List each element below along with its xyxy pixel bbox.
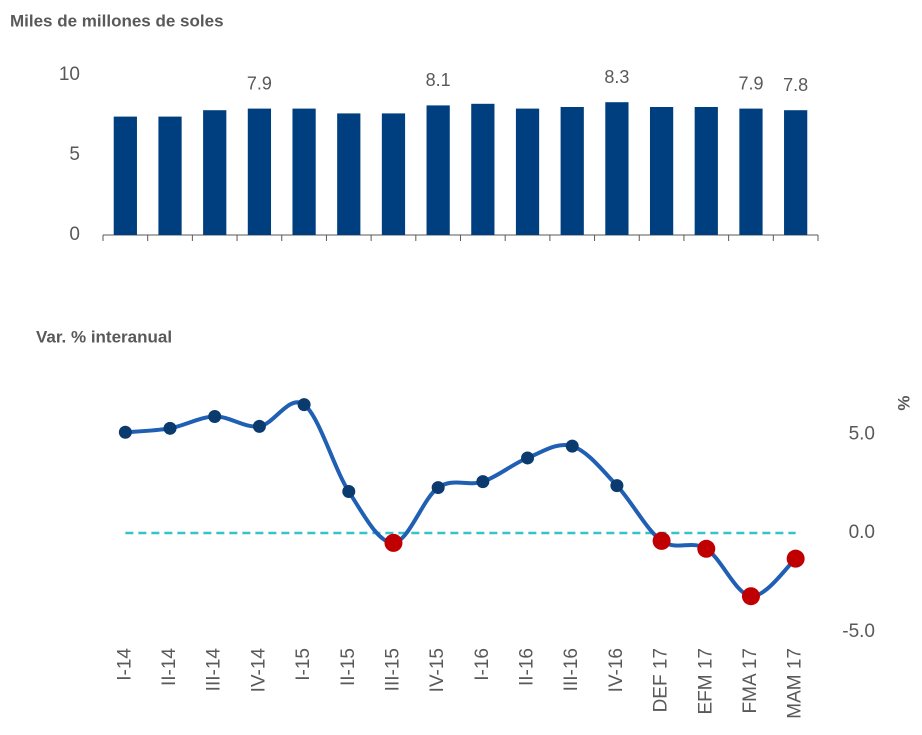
y2-tick-label: -5.0 (842, 621, 875, 642)
point (384, 533, 403, 552)
point (610, 479, 624, 493)
x-tick-label: II-16 (517, 648, 538, 686)
value-label: 8.1 (426, 70, 451, 90)
bar (381, 113, 406, 235)
bar (739, 108, 763, 235)
point (741, 587, 760, 606)
point (565, 439, 579, 453)
x-tick-label: I-16 (472, 648, 493, 681)
bar (203, 110, 227, 235)
x-tick-label: IV-15 (427, 648, 448, 692)
x-tick-label: MAM 17 (785, 648, 806, 719)
x-tick-label: DEF 17 (651, 648, 672, 712)
point (697, 539, 716, 558)
bar (247, 108, 272, 235)
line-subtitle: Var. % interanual (36, 327, 172, 346)
point (163, 421, 177, 435)
point (208, 409, 222, 423)
bar (784, 110, 808, 235)
x-tick-label: II-14 (159, 648, 180, 686)
bar (471, 103, 495, 235)
x-tick-label: IV-14 (248, 648, 269, 693)
bar (337, 113, 361, 235)
y2-tick-label: 0.0 (849, 522, 875, 543)
bar (292, 108, 316, 235)
point (431, 481, 445, 495)
x-tick-label: IV-16 (606, 648, 627, 692)
point (297, 398, 311, 412)
x-tick-label: I-15 (293, 648, 314, 681)
y-tick-label: 10 (59, 64, 80, 85)
point (118, 425, 132, 439)
x-tick-label: III-15 (382, 648, 403, 691)
point (521, 451, 535, 465)
value-label: 7.8 (783, 75, 808, 95)
y-axis-label: % (894, 395, 913, 410)
bar (560, 107, 584, 235)
y2-tick-label: 5.0 (849, 423, 875, 444)
line (125, 400, 798, 599)
x-tick-label: I-14 (114, 648, 135, 681)
bar (694, 107, 718, 235)
point (476, 475, 490, 489)
bar (113, 116, 137, 235)
x-tick-label: II-15 (338, 648, 359, 686)
point (786, 549, 805, 568)
y-tick-label: 5 (69, 144, 80, 165)
value-label: 7.9 (247, 73, 272, 93)
point (652, 531, 671, 550)
bar (649, 107, 674, 235)
y-tick-label: 0 (69, 224, 80, 245)
x-tick-label: III-16 (561, 648, 582, 691)
bar-subtitle: Miles de millones de soles (10, 11, 224, 30)
value-label: 7.9 (738, 73, 763, 93)
point (342, 485, 356, 499)
x-tick-label: III-14 (204, 648, 225, 692)
x-tick-label: FMA 17 (740, 648, 761, 713)
bar (426, 105, 450, 236)
bar (158, 116, 182, 235)
point (252, 419, 266, 433)
bar (605, 102, 629, 235)
bar (515, 108, 540, 235)
x-tick-label: EFM 17 (695, 648, 716, 715)
value-label: 8.3 (604, 67, 629, 87)
